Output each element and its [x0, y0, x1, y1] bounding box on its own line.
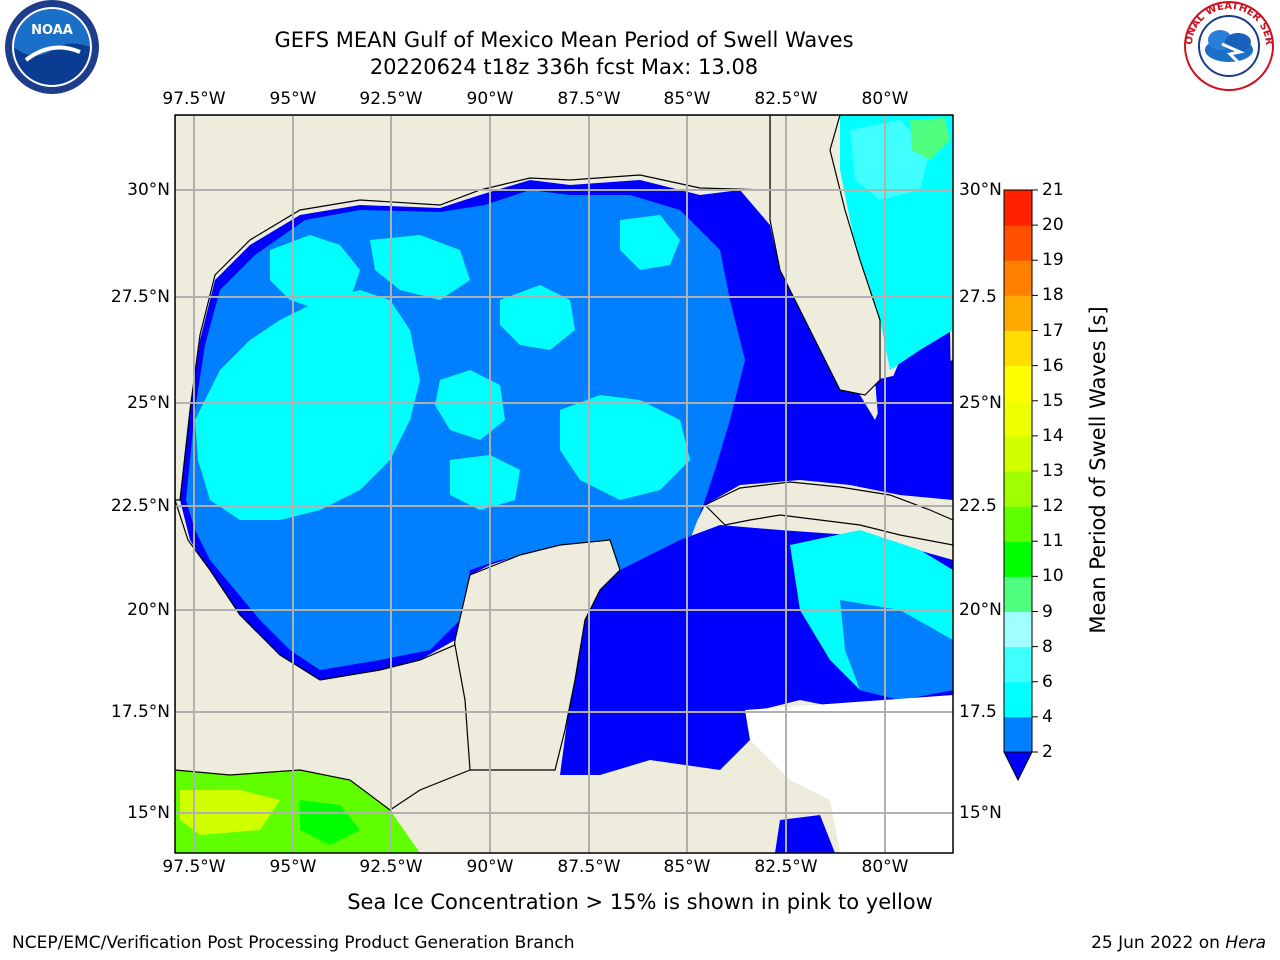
nws-logo: NATIONAL WEATHER SERVICE [0, 0, 1274, 91]
footer-date-text: 25 Jun 2022 on [1091, 933, 1226, 953]
colorbar-bin [1004, 435, 1032, 472]
colorbar-bin [1004, 400, 1032, 437]
footer-host: Hera [1225, 933, 1266, 953]
lat-tick-right: 17.5 [959, 702, 997, 722]
atlantic-green [910, 118, 950, 160]
caption: Sea Ice Concentration > 15% is shown in … [347, 890, 933, 914]
colorbar-tick-label: 6 [1042, 671, 1053, 692]
lon-tick-top: 92.5°W [359, 89, 423, 109]
colorbar-tick-label: 9 [1042, 601, 1053, 622]
caribbean-blue-spot [775, 815, 835, 853]
colorbar-bin [1004, 295, 1032, 331]
lon-tick-bottom: 92.5°W [359, 857, 423, 877]
colorbar-bin [1004, 330, 1032, 367]
lat-tick-right: 22.5 [959, 496, 997, 516]
lon-tick-top: 80°W [861, 89, 909, 109]
colorbar-tick-label: 13 [1042, 461, 1064, 481]
nws-logo-text: NATIONAL WEATHER SERVICE [0, 0, 1274, 46]
colorbar-tick-label: 15 [1042, 390, 1064, 411]
lat-tick-right: 25°N [959, 393, 1002, 413]
lon-tick-top: 87.5°W [557, 89, 621, 109]
lon-tick-bottom: 87.5°W [557, 857, 621, 877]
colorbar-tick-label: 8 [1042, 636, 1053, 657]
lat-tick-right: 30°N [959, 180, 1002, 200]
colorbar-tick-label: 14 [1042, 425, 1064, 446]
colorbar-bin [1004, 190, 1032, 226]
colorbar-bin [1004, 225, 1032, 261]
lon-tick-bottom: 82.5°W [754, 857, 818, 877]
atlantic-edge [875, 360, 953, 500]
colorbar-bin [1004, 365, 1032, 402]
colorbar-tick-label: 10 [1042, 566, 1064, 587]
colorbar-bin [1004, 646, 1032, 683]
lon-tick-top: 82.5°W [754, 89, 818, 109]
colorbar-bin [1004, 541, 1032, 577]
cuba [703, 481, 953, 546]
colorbar-bin [1004, 576, 1032, 612]
lat-tick-left: 27.5°N [110, 287, 170, 307]
colorbar-bin [1004, 471, 1032, 507]
lat-tick-left: 30°N [127, 180, 170, 200]
colorbar-tick-label: 2 [1042, 742, 1053, 762]
chart-subtitle: 20220624 t18z 336h fcst Max: 13.08 [369, 55, 759, 79]
colorbar-label: Mean Period of Swell Waves [s] [1086, 306, 1110, 634]
colorbar-bin [1004, 716, 1032, 753]
north-coast [175, 115, 771, 501]
lon-tick-bottom: 80°W [861, 857, 909, 877]
colorbar-tick-label: 20 [1042, 215, 1064, 236]
colorbar-tick-label: 12 [1042, 496, 1064, 517]
colorbar-tick-label: 19 [1042, 250, 1064, 271]
lat-tick-left: 17.5°N [110, 702, 170, 722]
lon-tick-bottom: 90°W [466, 857, 514, 877]
colorbar-tick-label: 16 [1042, 355, 1064, 376]
lon-tick-bottom: 95°W [269, 857, 317, 877]
colorbar-extend-min [1003, 751, 1033, 782]
chart-title: GEFS MEAN Gulf of Mexico Mean Period of … [274, 28, 854, 52]
footer-date: 25 Jun 2022 on Hera [1091, 933, 1266, 953]
map-panel [175, 115, 953, 853]
colorbar-bin [1004, 260, 1032, 296]
lon-tick-top: 95°W [269, 89, 317, 109]
lat-tick-left: 22.5°N [110, 496, 170, 516]
florida [769, 115, 881, 396]
map-frame [174, 114, 954, 854]
lon-tick-bottom: 97.5°W [162, 857, 226, 877]
lon-tick-bottom: 85°W [663, 857, 711, 877]
lat-tick-right: 27.5 [959, 287, 997, 307]
colorbar-bin [1004, 681, 1032, 718]
colorbar-bin [1004, 506, 1032, 542]
atlantic-light [850, 120, 930, 200]
lon-tick-top: 90°W [466, 89, 514, 109]
colorbar-tick-label: 21 [1042, 180, 1064, 200]
colorbar-tick-label: 18 [1042, 285, 1064, 306]
lon-tick-top: 85°W [663, 89, 711, 109]
footer-credit: NCEP/EMC/Verification Post Processing Pr… [12, 933, 575, 953]
lat-tick-left: 25°N [127, 393, 170, 413]
mexico-south-land [175, 499, 471, 811]
pacific-darkgreen [300, 800, 360, 845]
colorbar-tick-label: 11 [1042, 531, 1064, 552]
lat-tick-left: 20°N [127, 600, 170, 620]
noaa-logo: NOAA [5, 0, 99, 94]
lat-tick-right: 20°N [959, 600, 1002, 620]
colorbar-bin [1004, 611, 1032, 648]
noaa-logo-text: NOAA [31, 23, 73, 38]
caribbean-blue [840, 600, 953, 700]
lon-tick-top: 97.5°W [162, 89, 226, 109]
lat-tick-left: 15°N [127, 803, 170, 823]
colorbar-tick-label: 17 [1042, 320, 1064, 341]
colorbar-tick-label: 4 [1042, 706, 1053, 727]
lat-tick-right: 15°N [959, 803, 1002, 823]
colorbar [1003, 189, 1038, 782]
graticule [175, 115, 953, 853]
